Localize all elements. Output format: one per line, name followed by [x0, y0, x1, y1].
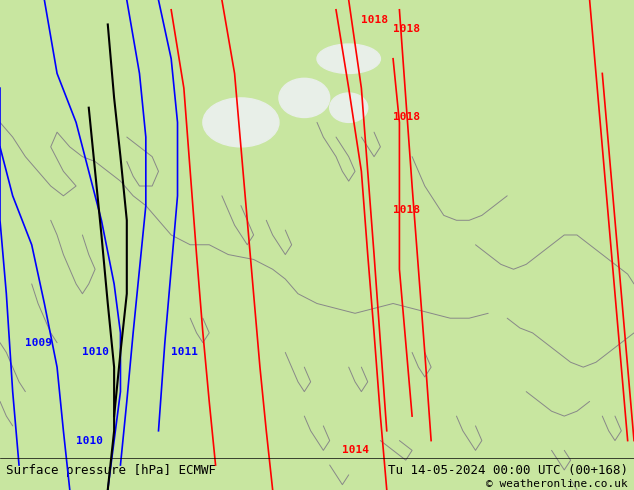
Ellipse shape: [203, 98, 279, 147]
Text: Tu 14-05-2024 00:00 UTC (00+168): Tu 14-05-2024 00:00 UTC (00+168): [387, 465, 628, 477]
Text: Surface pressure [hPa] ECMWF: Surface pressure [hPa] ECMWF: [6, 465, 216, 477]
Text: © weatheronline.co.uk: © weatheronline.co.uk: [486, 479, 628, 489]
Ellipse shape: [330, 93, 368, 122]
Text: 1014: 1014: [342, 445, 370, 455]
Text: 1018: 1018: [393, 205, 420, 216]
Ellipse shape: [317, 44, 380, 74]
Text: 1010: 1010: [76, 436, 103, 445]
Text: 1011: 1011: [171, 347, 198, 358]
Text: 1009: 1009: [25, 338, 53, 348]
Text: 1018: 1018: [393, 113, 420, 122]
Text: 1018: 1018: [361, 15, 389, 24]
Ellipse shape: [279, 78, 330, 118]
Text: 1010: 1010: [82, 347, 110, 358]
Text: 1018: 1018: [393, 24, 420, 34]
